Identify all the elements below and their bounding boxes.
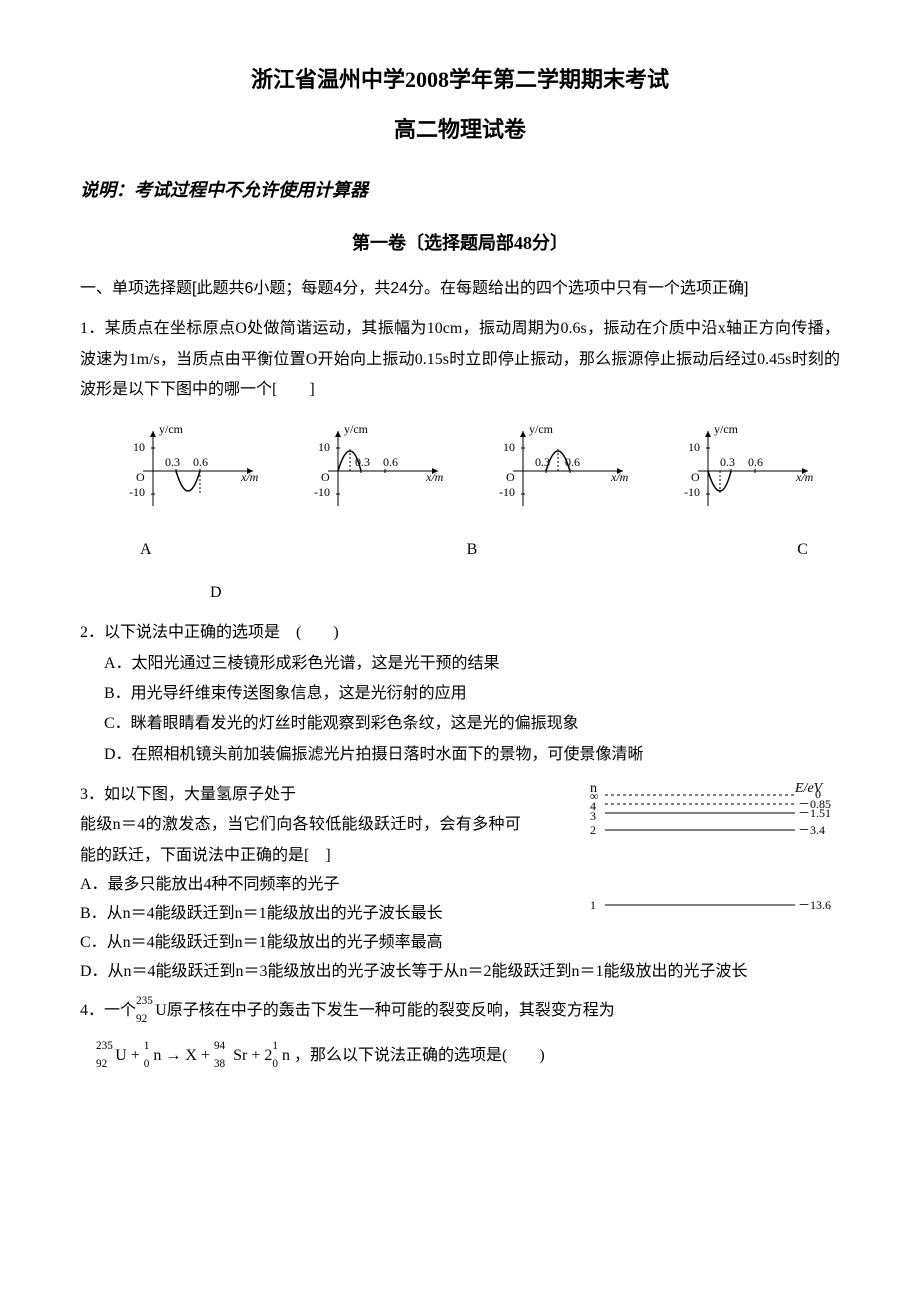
y-min: -10 bbox=[129, 485, 145, 499]
section-title: 第一卷〔选择题局部48分〕 bbox=[80, 227, 840, 259]
q2-optC: C．眯着眼睛看发光的灯丝时能观察到彩色条纹，这是光的偏振现象 bbox=[80, 709, 840, 739]
q3-optD: D．从n＝4能级跃迁到n＝3能级放出的光子波长等于从n＝2能级跃迁到n＝1能级放… bbox=[104, 958, 840, 987]
atomic: 92 bbox=[96, 1054, 107, 1074]
y-max: 10 bbox=[318, 440, 330, 454]
x-tick1: 0.3 bbox=[165, 455, 180, 469]
atomic: 0 bbox=[144, 1054, 150, 1074]
x-tick1: 0.3 bbox=[355, 455, 370, 469]
x-tick1: 0.3 bbox=[720, 455, 735, 469]
q4-formula-text: ，那么以下说法正确的选项是( ) bbox=[294, 1047, 545, 1064]
nuclide-u: 23592U bbox=[96, 1042, 127, 1071]
instruction: 一、单项选择题[此题共6小题；每题4分，共24分。在每题给出的四个选项中只有一个… bbox=[80, 274, 840, 304]
chart-c: y/cm 10 -10 O 0.3 0.6 x/m bbox=[473, 421, 633, 521]
chart-b-svg: y/cm 10 -10 O 0.3 0.6 x/m bbox=[288, 421, 448, 521]
exam-title: 浙江省温州中学2008学年第二学期期末考试 bbox=[80, 60, 840, 100]
chart-b: y/cm 10 -10 O 0.3 0.6 x/m bbox=[288, 421, 448, 521]
e3: －1.51 bbox=[798, 806, 831, 820]
label-d: D bbox=[80, 579, 840, 608]
x-tick2: 0.6 bbox=[748, 455, 763, 469]
n3: 3 bbox=[590, 809, 596, 823]
y-max: 10 bbox=[688, 440, 700, 454]
n2: 2 bbox=[590, 823, 596, 837]
label-b: B bbox=[467, 536, 478, 565]
nuclide-n1: 10n bbox=[144, 1042, 162, 1071]
y-axis-label: y/cm bbox=[714, 422, 739, 436]
sym: U bbox=[155, 1002, 167, 1019]
y-max: 10 bbox=[503, 440, 515, 454]
x-tick2: 0.6 bbox=[383, 455, 398, 469]
q3-optC: C．从n＝4能级跃迁到n＝1能级放出的光子频率最高 bbox=[80, 929, 840, 958]
q3-optB: B．从n＝4能级跃迁到n＝1能级放出的光子波长最长 bbox=[80, 900, 521, 929]
y-min: -10 bbox=[499, 485, 515, 499]
sym: U bbox=[115, 1047, 127, 1064]
q4-text-p2: 原子核在中子的轰击下发生一种可能的裂变反响，其裂变方程为 bbox=[167, 1002, 615, 1019]
u235-inline: 23592U bbox=[136, 996, 167, 1026]
sym: n bbox=[282, 1047, 290, 1064]
q3-optA: A．最多只能放出4种不同频率的光子 bbox=[80, 871, 521, 900]
question-4: 4．一个23592U原子核在中子的轰击下发生一种可能的裂变反响，其裂变方程为 2… bbox=[80, 996, 840, 1070]
origin: O bbox=[691, 470, 700, 484]
label-a: A bbox=[140, 536, 152, 565]
y-min: -10 bbox=[314, 485, 330, 499]
q2-optB: B．用光导纤维束传送图象信息，这是光衍射的应用 bbox=[80, 679, 840, 709]
chart-d: y/cm 10 -10 O 0.3 0.6 x/m bbox=[658, 421, 818, 521]
y-max: 10 bbox=[133, 440, 145, 454]
chart-c-svg: y/cm 10 -10 O 0.3 0.6 x/m bbox=[473, 421, 633, 521]
y-axis-label: y/cm bbox=[344, 422, 369, 436]
origin: O bbox=[506, 470, 515, 484]
y-axis-label: y/cm bbox=[529, 422, 554, 436]
nuclide-sr: 9438Sr bbox=[214, 1042, 247, 1071]
n1: 1 bbox=[590, 898, 596, 912]
sym: Sr bbox=[233, 1047, 247, 1064]
chart-d-svg: y/cm 10 -10 O 0.3 0.6 x/m bbox=[658, 421, 818, 521]
e2: －3.4 bbox=[798, 823, 825, 837]
energy-level-diagram: n E/eV 0 ∞ －0.85 4 －1.51 3 －3.4 2 －13.6 … bbox=[550, 780, 840, 931]
q2-optD: D．在照相机镜头前加装偏振滤光片拍摄日落时水面下的景物，可使景像清晰 bbox=[80, 740, 840, 770]
question-2: 2．以下说法中正确的选项是 ( ) A．太阳光通过三棱镜形成彩色光谱，这是光干预… bbox=[80, 618, 840, 770]
label-c: C bbox=[797, 536, 808, 565]
q2-optA: A．太阳光通过三棱镜形成彩色光谱，这是光干预的结果 bbox=[80, 649, 840, 679]
q2-text: 2．以下说法中正确的选项是 ( ) bbox=[80, 618, 840, 648]
y-axis-label: y/cm bbox=[159, 422, 184, 436]
exam-note: 说明：考试过程中不允许使用计算器 bbox=[80, 174, 840, 206]
question-1: 1．某质点在坐标原点O处做简谐运动，其振幅为10cm，振动周期为0.6s，振动在… bbox=[80, 314, 840, 608]
atomic: 38 bbox=[214, 1054, 225, 1074]
q3-text: 能级n＝4的激发态，当它们向各较低能级跃迁时，会有多种可能的跃迁，下面说法中正确… bbox=[80, 810, 521, 871]
chart-a-svg: y/cm 10 -10 O 0.3 0.6 x/m bbox=[103, 421, 263, 521]
q1-charts: y/cm 10 -10 O 0.3 0.6 x/m bbox=[80, 421, 840, 521]
sym: n bbox=[153, 1047, 161, 1064]
question-3: 3．如以下图，大量氢原子处于 能级n＝4的激发态，当它们向各较低能级跃迁时，会有… bbox=[80, 780, 840, 986]
chart-labels: A B C bbox=[80, 536, 840, 565]
atomic: 0 bbox=[272, 1054, 278, 1074]
x-tick2: 0.6 bbox=[193, 455, 208, 469]
e1: －13.6 bbox=[798, 898, 831, 912]
chart-a: y/cm 10 -10 O 0.3 0.6 x/m bbox=[103, 421, 263, 521]
y-min: -10 bbox=[684, 485, 700, 499]
q4-formula: 23592U + 10n → X + 9438Sr + 210n ，那么以下说法… bbox=[80, 1042, 840, 1071]
origin: O bbox=[321, 470, 330, 484]
q1-text: 1．某质点在坐标原点O处做简谐运动，其振幅为10cm，振动周期为0.6s，振动在… bbox=[80, 314, 840, 405]
q4-text-p1: 4．一个 bbox=[80, 1002, 136, 1019]
exam-subtitle: 高二物理试卷 bbox=[80, 110, 840, 150]
coef: 2 bbox=[264, 1047, 272, 1064]
nuclide-n2: 10n bbox=[272, 1042, 290, 1071]
energy-svg: n E/eV 0 ∞ －0.85 4 －1.51 3 －3.4 2 －13.6 … bbox=[550, 780, 840, 920]
origin: O bbox=[136, 470, 145, 484]
atomic: 92 bbox=[136, 1009, 147, 1030]
q4-text: 4．一个23592U原子核在中子的轰击下发生一种可能的裂变反响，其裂变方程为 bbox=[80, 996, 840, 1026]
